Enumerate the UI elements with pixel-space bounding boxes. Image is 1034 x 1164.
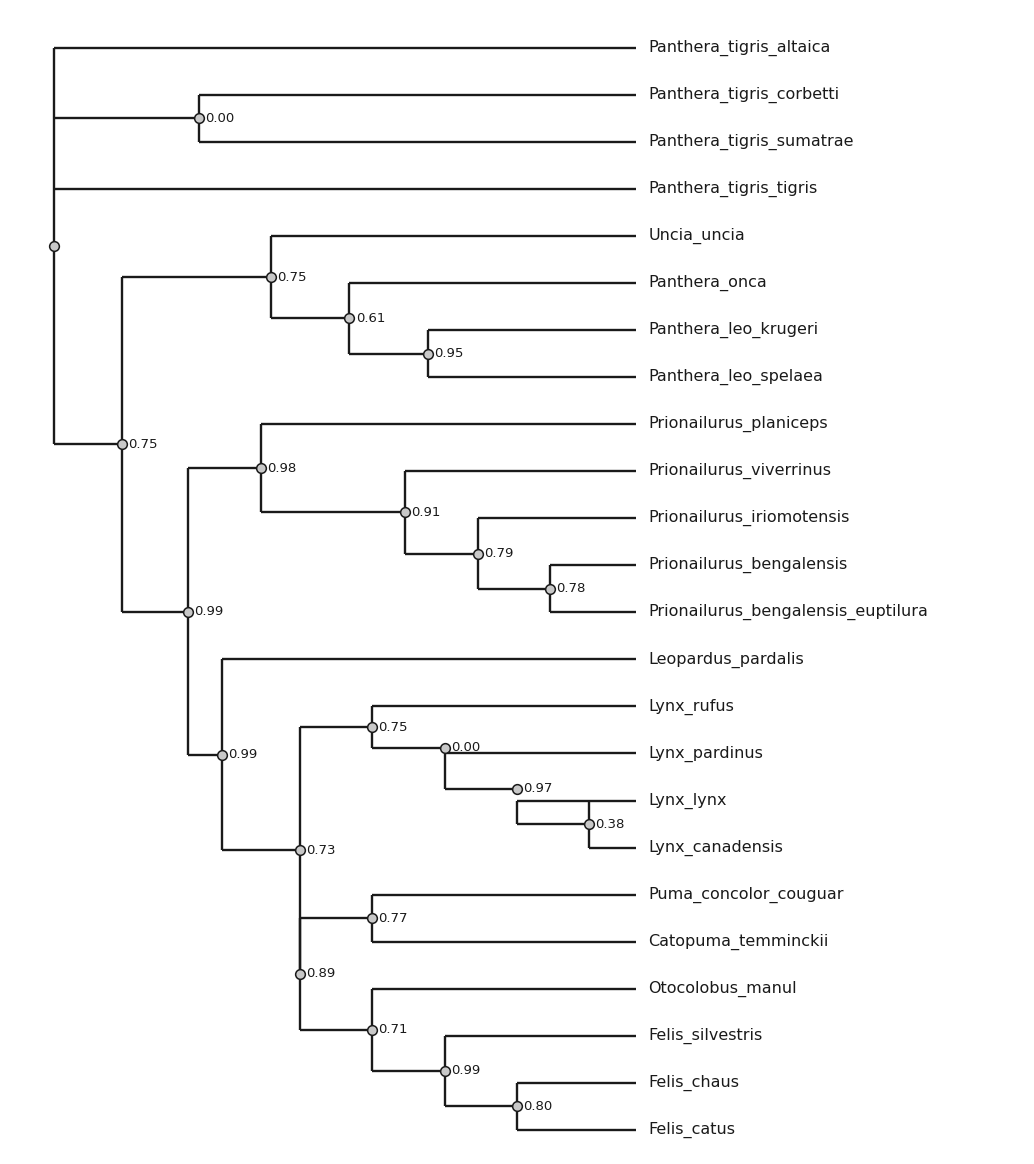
Text: 0.73: 0.73 (306, 844, 336, 857)
Text: Lynx_pardinus: Lynx_pardinus (648, 745, 763, 761)
Text: Prionailurus_bengalensis: Prionailurus_bengalensis (648, 558, 848, 574)
Text: Prionailurus_planiceps: Prionailurus_planiceps (648, 416, 828, 432)
Text: 0.89: 0.89 (306, 967, 335, 980)
Text: Panthera_tigris_altaica: Panthera_tigris_altaica (648, 40, 830, 56)
Text: 0.75: 0.75 (378, 721, 408, 733)
Text: Felis_chaus: Felis_chaus (648, 1074, 739, 1091)
Text: Panthera_tigris_corbetti: Panthera_tigris_corbetti (648, 87, 840, 104)
Text: Prionailurus_bengalensis_euptilura: Prionailurus_bengalensis_euptilura (648, 604, 929, 620)
Text: Panthera_leo_krugeri: Panthera_leo_krugeri (648, 322, 819, 339)
Text: 0.99: 0.99 (451, 1064, 480, 1078)
Text: Lynx_rufus: Lynx_rufus (648, 698, 734, 715)
Text: Prionailurus_iriomotensis: Prionailurus_iriomotensis (648, 510, 850, 526)
Text: 0.38: 0.38 (596, 817, 625, 831)
Text: Panthera_tigris_sumatrae: Panthera_tigris_sumatrae (648, 134, 854, 150)
Text: 0.61: 0.61 (356, 312, 385, 325)
Text: Prionailurus_viverrinus: Prionailurus_viverrinus (648, 463, 831, 480)
Text: 0.91: 0.91 (412, 506, 440, 519)
Text: 0.75: 0.75 (277, 271, 307, 284)
Text: 0.78: 0.78 (556, 582, 585, 595)
Text: Panthera_leo_spelaea: Panthera_leo_spelaea (648, 369, 823, 385)
Text: Leopardus_pardalis: Leopardus_pardalis (648, 652, 804, 667)
Text: 0.99: 0.99 (229, 748, 257, 761)
Text: Felis_catus: Felis_catus (648, 1122, 735, 1138)
Text: 0.75: 0.75 (128, 438, 158, 450)
Text: Lynx_lynx: Lynx_lynx (648, 793, 727, 809)
Text: 0.80: 0.80 (523, 1100, 552, 1113)
Text: 0.97: 0.97 (523, 782, 552, 795)
Text: 0.00: 0.00 (205, 112, 234, 125)
Text: 0.95: 0.95 (434, 347, 463, 360)
Text: 0.71: 0.71 (378, 1023, 408, 1036)
Text: Panthera_tigris_tigris: Panthera_tigris_tigris (648, 180, 818, 197)
Text: 0.99: 0.99 (194, 605, 223, 618)
Text: 0.77: 0.77 (378, 911, 408, 924)
Text: Otocolobus_manul: Otocolobus_manul (648, 980, 797, 996)
Text: Lynx_canadensis: Lynx_canadensis (648, 839, 783, 856)
Text: 0.79: 0.79 (484, 547, 513, 560)
Text: 0.00: 0.00 (451, 741, 480, 754)
Text: Puma_concolor_couguar: Puma_concolor_couguar (648, 887, 844, 903)
Text: 0.98: 0.98 (267, 462, 296, 475)
Text: Felis_silvestris: Felis_silvestris (648, 1028, 762, 1044)
Text: Catopuma_temminckii: Catopuma_temminckii (648, 934, 828, 950)
Text: Uncia_uncia: Uncia_uncia (648, 228, 746, 244)
Text: Panthera_onca: Panthera_onca (648, 275, 767, 291)
